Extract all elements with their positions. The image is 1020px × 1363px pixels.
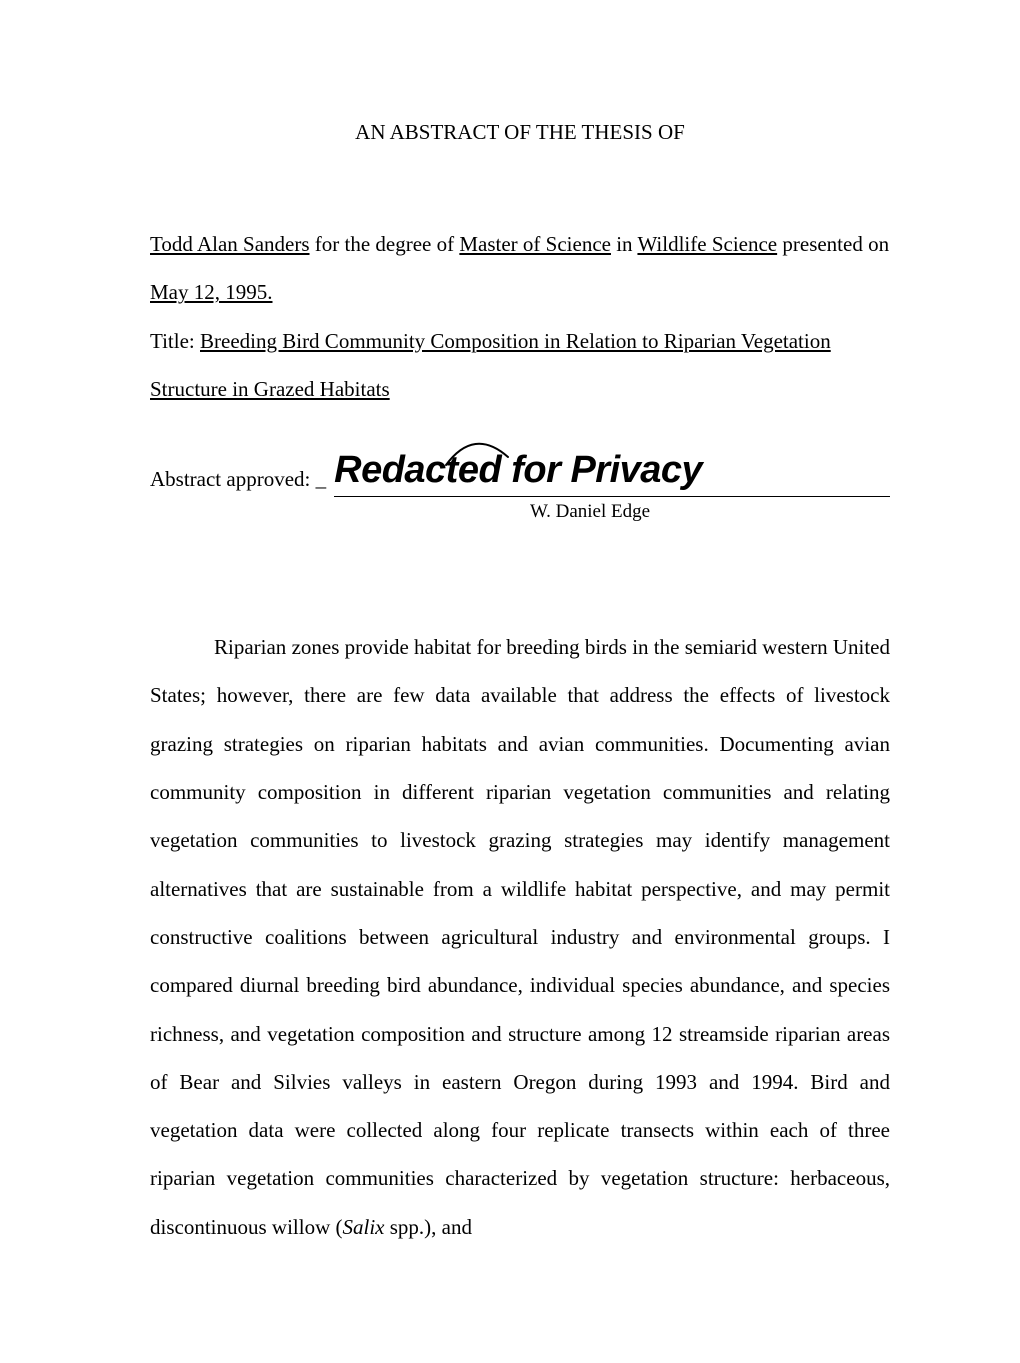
- thesis-title-line-2: Structure in Grazed Habitats: [150, 365, 890, 413]
- author-name: Todd Alan Sanders: [150, 232, 310, 256]
- abstract-text-a: Riparian zones provide habitat for breed…: [150, 635, 890, 1239]
- thesis-title-1: Breeding Bird Community Composition in R…: [200, 329, 831, 353]
- thesis-title-line-1: Title: Breeding Bird Community Compositi…: [150, 317, 890, 365]
- approval-block: Abstract approved: _ Redacted for Privac…: [150, 453, 890, 523]
- page-title: AN ABSTRACT OF THE THESIS OF: [355, 120, 685, 144]
- field: Wildlife Science: [637, 232, 777, 256]
- title-label: Title:: [150, 329, 200, 353]
- presentation-date: May 12, 1995.: [150, 280, 273, 304]
- degree-phrase-3: presented on: [777, 232, 889, 256]
- abstract-text-b: spp.), and: [385, 1215, 473, 1239]
- approval-row: Abstract approved: _ Redacted for Privac…: [150, 453, 890, 497]
- thesis-title-2: Structure in Grazed Habitats: [150, 377, 390, 401]
- degree: Master of Science: [459, 232, 611, 256]
- signature-line: Redacted for Privacy: [334, 453, 890, 497]
- species-name: Salix: [343, 1215, 385, 1239]
- degree-phrase-1: for the degree of: [310, 232, 460, 256]
- degree-phrase-2: in: [611, 232, 637, 256]
- abstract-paragraph-1: Riparian zones provide habitat for breed…: [150, 623, 890, 1251]
- date-line: May 12, 1995.: [150, 268, 890, 316]
- abstract-body: Riparian zones provide habitat for breed…: [150, 623, 890, 1251]
- approval-label: Abstract approved: _: [150, 467, 326, 492]
- signer-name: W. Daniel Edge: [290, 501, 890, 523]
- thesis-metadata: Todd Alan Sanders for the degree of Mast…: [150, 220, 890, 413]
- author-degree-line: Todd Alan Sanders for the degree of Mast…: [150, 220, 890, 268]
- redacted-stamp: Redacted for Privacy: [334, 449, 702, 492]
- page-title-block: AN ABSTRACT OF THE THESIS OF: [150, 120, 890, 145]
